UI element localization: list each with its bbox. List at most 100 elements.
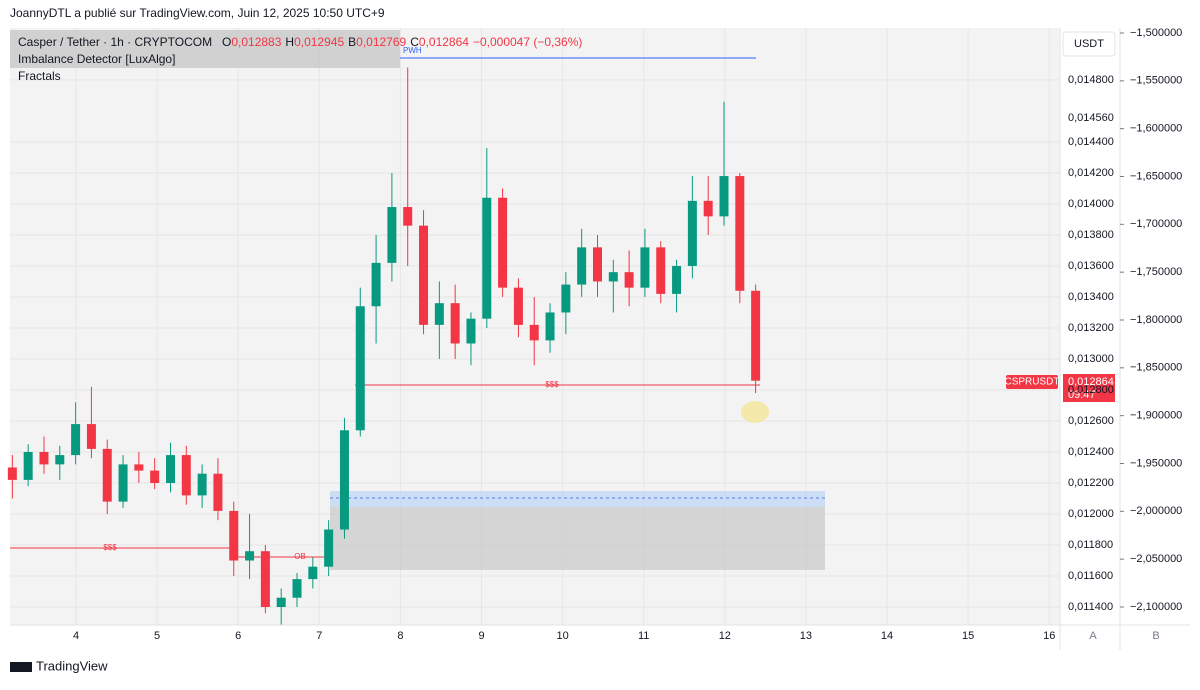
axis-button[interactable]: B xyxy=(1152,630,1159,642)
candle-body xyxy=(355,306,365,431)
countdown: 09:47 xyxy=(1068,389,1096,401)
axis-button[interactable]: A xyxy=(1089,630,1097,642)
candle-body xyxy=(403,207,413,226)
y-tick-label: 0,012200 xyxy=(1068,477,1114,489)
k: B xyxy=(348,35,356,49)
highlight-bg xyxy=(1063,111,1115,125)
candle-body xyxy=(529,324,539,341)
header: JoannyDTL a publié sur TradingView.com, … xyxy=(10,6,385,20)
order-block xyxy=(330,507,825,570)
y2-tick-label: −2,100000 xyxy=(1130,601,1182,613)
price-tag xyxy=(1063,374,1115,402)
x-tick-label: 14 xyxy=(881,630,893,642)
y-tick-label: 0,013400 xyxy=(1068,291,1114,303)
candle-body xyxy=(102,448,112,502)
candle-body xyxy=(260,551,270,608)
candle-body xyxy=(7,467,17,480)
currency[interactable]: USDT xyxy=(1074,38,1104,50)
y-tick-label: 0,014200 xyxy=(1068,167,1114,179)
y2-tick-label: −2,000000 xyxy=(1130,505,1182,517)
x-tick-label: 15 xyxy=(962,630,974,642)
k: O xyxy=(222,35,231,49)
y2-tick-label: −1,550000 xyxy=(1130,75,1182,87)
y2-tick-label: −1,800000 xyxy=(1130,314,1182,326)
candle-body xyxy=(339,430,349,530)
candle-body xyxy=(292,579,302,598)
y-tick-label: 0,013800 xyxy=(1068,229,1114,241)
y-tick-label: 0,011800 xyxy=(1068,539,1113,551)
candle-body xyxy=(608,272,618,282)
y2-tick-label: −1,650000 xyxy=(1130,170,1182,182)
candle-body xyxy=(450,303,460,344)
y2-tick-label: −1,900000 xyxy=(1130,410,1182,422)
y-tick-label: 0,014000 xyxy=(1068,198,1114,210)
k: C xyxy=(410,35,419,49)
y-tick-label: 0,012600 xyxy=(1068,415,1114,427)
candle-body xyxy=(735,176,745,291)
v: 0,012769 xyxy=(356,35,406,49)
y-tick-label: 0,013200 xyxy=(1068,322,1114,334)
candle-body xyxy=(134,464,144,471)
highlight-label: 0,014560 xyxy=(1068,112,1114,124)
y-tick-label: 0,011400 xyxy=(1068,601,1113,613)
x-tick-label: 16 xyxy=(1043,630,1055,642)
candle-body xyxy=(387,207,397,263)
highlight-circle xyxy=(741,401,769,423)
candle-body xyxy=(466,318,476,344)
candle-body xyxy=(371,262,381,307)
candle-body xyxy=(751,290,761,381)
x-tick-label: 12 xyxy=(719,630,731,642)
x-tick-label: 10 xyxy=(556,630,568,642)
candle-body xyxy=(672,265,682,294)
y2-tick-label: −1,700000 xyxy=(1130,218,1182,230)
candle-body xyxy=(687,200,697,266)
candle-body xyxy=(55,455,65,465)
y-tick-label: 0,011600 xyxy=(1068,570,1113,582)
y-tick-label: 0,014400 xyxy=(1068,136,1114,148)
v: 0,012864 xyxy=(419,35,469,49)
candle-body xyxy=(276,597,286,608)
y2-tick-label: −2,050000 xyxy=(1130,553,1182,565)
k: H xyxy=(285,35,294,49)
liq-label: $$$ xyxy=(103,543,117,552)
candle-body xyxy=(656,247,666,294)
pwh-label: PWH xyxy=(403,46,422,55)
y-tick-label: 0,013600 xyxy=(1068,260,1114,272)
x-tick-label: 5 xyxy=(154,630,160,642)
candle-body xyxy=(434,303,444,325)
candle-body xyxy=(513,287,523,325)
candle-body xyxy=(624,272,634,288)
imbalance-zone xyxy=(330,491,825,507)
y2-tick-label: −1,950000 xyxy=(1130,457,1182,469)
currency-button[interactable] xyxy=(1062,31,1116,57)
legend-bg xyxy=(10,30,400,68)
candle-body xyxy=(86,424,96,449)
candle-body xyxy=(197,473,207,496)
y-tick-label: 0,012800 xyxy=(1068,384,1114,396)
y2-tick-label: −1,750000 xyxy=(1130,266,1182,278)
candle-body xyxy=(482,197,492,319)
indicator[interactable]: Fractals xyxy=(18,69,61,83)
y-tick-label: 0,014800 xyxy=(1068,74,1114,86)
x-tick-label: 6 xyxy=(235,630,241,642)
candle-body xyxy=(181,455,191,496)
candles xyxy=(7,67,761,626)
x-tick-label: 11 xyxy=(638,630,649,642)
candle-body xyxy=(561,284,571,313)
y2-tick-label: −1,500000 xyxy=(1130,27,1182,39)
candle-body xyxy=(150,470,160,483)
footer: TradingView xyxy=(36,658,108,673)
x-tick-label: 4 xyxy=(73,630,79,642)
candle-body xyxy=(229,510,239,561)
candle-body xyxy=(419,225,429,325)
ob-label: OB xyxy=(294,552,306,561)
candle-body xyxy=(118,464,128,502)
logo xyxy=(10,662,32,672)
candle-body xyxy=(324,529,334,567)
x-tick-label: 9 xyxy=(478,630,484,642)
indicator[interactable]: Imbalance Detector [LuxAlgo] xyxy=(18,52,175,66)
y2-tick-label: −1,600000 xyxy=(1130,123,1182,135)
candle-body xyxy=(592,247,602,282)
